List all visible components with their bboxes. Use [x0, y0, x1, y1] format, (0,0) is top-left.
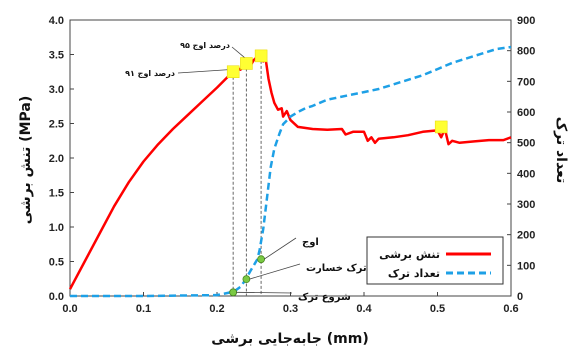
x-tick-label: 0.3: [283, 303, 298, 315]
y-right-tick-label: 0: [517, 291, 523, 303]
crack-point-marker: [242, 275, 251, 284]
annotation-crack-label: ترک خسارت: [306, 263, 367, 274]
annotation-crack-label: شروع ترک: [298, 292, 351, 303]
x-tick-label: 0.1: [136, 303, 151, 315]
legend-label-cracks: تعداد ترک: [388, 267, 440, 280]
crack-point-marker: [229, 288, 238, 297]
annotations: ۹۱ درصد اوج ۹۵ درصد اوج شروع ترک ترک خسارت ا…: [125, 41, 367, 303]
legend-box: [366, 236, 504, 285]
y-left-tick-label: 1.0: [49, 222, 64, 234]
legend-label-stress: تنش برشی: [379, 248, 440, 261]
axes: 0.0 0.1 0.2 0.3 0.4 0.5 0.6 0.0 0.5 1.0 1.5 2.0 2.5 3…: [49, 15, 536, 315]
legend: تنش برشی تعداد ترک: [366, 236, 504, 285]
y-left-tick-label: 2.5: [49, 119, 64, 131]
leader-line: [236, 291, 293, 294]
x-tick-label: 0.2: [209, 303, 224, 315]
y-left-tick-label: 2.0: [49, 153, 64, 165]
highlight-square-marker: [240, 57, 253, 70]
y-left-tick-label: 3.5: [49, 50, 64, 62]
x-tick-label: 0.6: [503, 303, 518, 315]
y-left-tick-label: 3.0: [49, 84, 64, 96]
leader-line: [249, 263, 301, 280]
y-right-tick-label: 100: [517, 260, 535, 272]
y-right-tick-label: 800: [517, 46, 535, 58]
y-right-tick-label: 300: [517, 199, 535, 211]
annotation-crack-label: اوج: [302, 237, 319, 248]
y-left-tick-label: 4.0: [49, 15, 64, 27]
x-tick-label: 0.0: [62, 303, 77, 315]
crack-point-marker: [257, 255, 266, 264]
highlight-square-marker: [254, 49, 268, 63]
leader-line: [177, 69, 228, 74]
y-right-tick-label: 900: [517, 15, 535, 27]
y-right-tick-label: 600: [517, 107, 535, 119]
point-markers: [226, 49, 448, 297]
highlight-square-marker: [226, 65, 240, 78]
leader-line: [263, 237, 297, 260]
x-axis-title: جابه‌جایی برشی (mm): [211, 331, 369, 347]
y-left-tick-label: 0.5: [49, 257, 64, 269]
x-tick-label: 0.5: [430, 303, 445, 315]
highlight-square-marker: [434, 120, 448, 134]
y-left-axis-title: تنش برشی (MPa): [18, 96, 34, 224]
y-left-tick-label: 0.0: [49, 291, 64, 303]
leader-line: [231, 46, 245, 58]
y-right-tick-label: 200: [517, 230, 535, 242]
y-left-tick-label: 1.5: [49, 188, 64, 200]
y-right-tick-label: 400: [517, 168, 535, 180]
y-right-tick-label: 500: [517, 138, 535, 150]
y-right-tick-label: 700: [517, 76, 535, 88]
x-tick-label: 0.4: [356, 303, 372, 315]
annotation-95-percent-peak: ۹۵ درصد اوج: [180, 41, 230, 50]
annotation-91-percent-peak: ۹۱ درصد اوج: [125, 69, 175, 78]
y-right-axis-title: تعداد ترک: [553, 117, 569, 183]
